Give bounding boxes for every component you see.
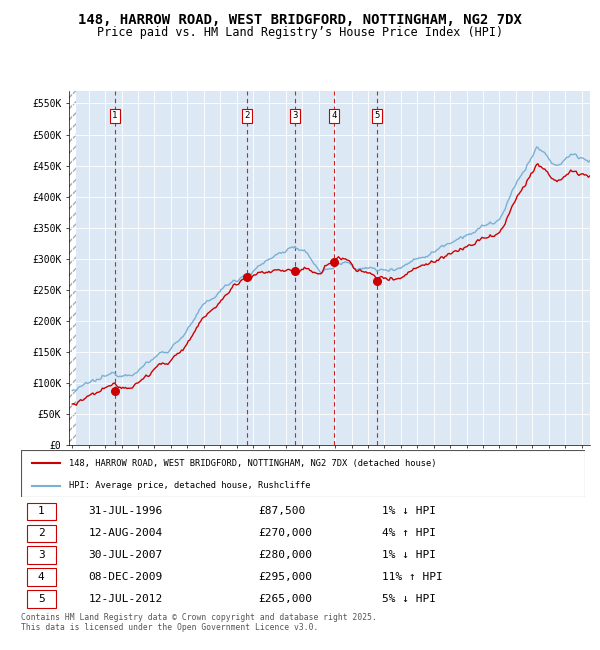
Text: 2: 2 <box>244 111 250 120</box>
Text: £295,000: £295,000 <box>258 572 312 582</box>
Text: 148, HARROW ROAD, WEST BRIDGFORD, NOTTINGHAM, NG2 7DX: 148, HARROW ROAD, WEST BRIDGFORD, NOTTIN… <box>78 13 522 27</box>
Text: 1% ↓ HPI: 1% ↓ HPI <box>382 550 436 560</box>
Text: 5: 5 <box>374 111 380 120</box>
Text: Price paid vs. HM Land Registry’s House Price Index (HPI): Price paid vs. HM Land Registry’s House … <box>97 26 503 39</box>
Text: 2: 2 <box>38 528 44 538</box>
FancyBboxPatch shape <box>26 525 56 542</box>
Text: 3: 3 <box>293 111 298 120</box>
Text: 5% ↓ HPI: 5% ↓ HPI <box>382 594 436 604</box>
Text: HPI: Average price, detached house, Rushcliffe: HPI: Average price, detached house, Rush… <box>69 481 310 490</box>
FancyBboxPatch shape <box>26 547 56 564</box>
Text: 4: 4 <box>331 111 337 120</box>
Text: 1: 1 <box>38 506 44 516</box>
Text: 4: 4 <box>38 572 44 582</box>
Text: £87,500: £87,500 <box>258 506 305 516</box>
Text: 5: 5 <box>38 594 44 604</box>
FancyBboxPatch shape <box>26 590 56 608</box>
Text: £280,000: £280,000 <box>258 550 312 560</box>
FancyBboxPatch shape <box>26 502 56 520</box>
Text: 4% ↑ HPI: 4% ↑ HPI <box>382 528 436 538</box>
Text: 08-DEC-2009: 08-DEC-2009 <box>89 572 163 582</box>
Text: £270,000: £270,000 <box>258 528 312 538</box>
Text: 30-JUL-2007: 30-JUL-2007 <box>89 550 163 560</box>
Text: £265,000: £265,000 <box>258 594 312 604</box>
Bar <box>69 91 76 445</box>
FancyBboxPatch shape <box>21 450 585 497</box>
Text: 11% ↑ HPI: 11% ↑ HPI <box>382 572 443 582</box>
Text: 12-AUG-2004: 12-AUG-2004 <box>89 528 163 538</box>
Text: 1: 1 <box>112 111 118 120</box>
Text: Contains HM Land Registry data © Crown copyright and database right 2025.
This d: Contains HM Land Registry data © Crown c… <box>21 613 377 632</box>
FancyBboxPatch shape <box>26 568 56 586</box>
Text: 148, HARROW ROAD, WEST BRIDGFORD, NOTTINGHAM, NG2 7DX (detached house): 148, HARROW ROAD, WEST BRIDGFORD, NOTTIN… <box>69 459 436 467</box>
Text: 3: 3 <box>38 550 44 560</box>
Text: 12-JUL-2012: 12-JUL-2012 <box>89 594 163 604</box>
Text: 1% ↓ HPI: 1% ↓ HPI <box>382 506 436 516</box>
Text: 31-JUL-1996: 31-JUL-1996 <box>89 506 163 516</box>
